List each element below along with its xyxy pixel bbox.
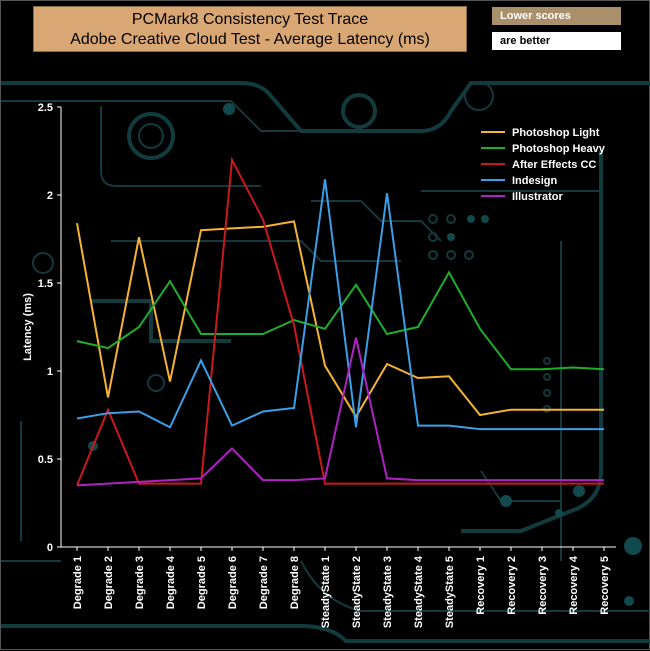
legend-label: Indesign (512, 175, 558, 187)
x-tick-label: SteadyState 3 (382, 556, 394, 628)
y-tick-label: 1.5 (38, 278, 53, 290)
y-tick-label: 0 (47, 542, 53, 554)
x-tick-label: SteadyState 4 (413, 555, 425, 628)
x-tick-label: Degrade 3 (134, 556, 146, 609)
x-tick-label: Recovery 5 (599, 556, 611, 615)
x-axis-ticks: Degrade 1 Degrade 2 Degrade 3 Degrade 4 Degr… (72, 547, 611, 628)
y-tick-label: 0.5 (38, 454, 53, 466)
series-line-illustrator (76, 337, 604, 487)
chart-title-line2: Adobe Creative Cloud Test - Average Late… (70, 31, 430, 48)
y-tick-label: 1 (47, 366, 53, 378)
x-tick-label: SteadyState 1 (320, 556, 332, 628)
circuit-background (1, 81, 650, 643)
axes (60, 107, 616, 548)
x-tick-label: SteadyState 5 (444, 556, 456, 628)
x-tick-label: Degrade 5 (196, 556, 208, 609)
series-lines (76, 156, 605, 487)
x-tick-label: Degrade 1 (72, 556, 84, 609)
y-axis-title: Latency (ms) (22, 293, 34, 361)
series-line-after-effects-cc (76, 156, 604, 486)
chart-title-box: PCMark8 Consistency Test Trace Adobe Cre… (33, 6, 467, 52)
x-tick-label: Recovery 4 (568, 555, 580, 615)
x-tick-label: Degrade 7 (258, 556, 270, 609)
x-tick-label: Recovery 1 (475, 556, 487, 615)
x-tick-label: Recovery 2 (506, 556, 518, 615)
legend-label: Photoshop Light (512, 127, 600, 139)
x-tick-label: SteadyState 2 (351, 556, 363, 628)
x-tick-label: Degrade 8 (289, 556, 301, 609)
legend-label: Photoshop Heavy (512, 143, 606, 155)
y-tick-label: 2.5 (38, 102, 53, 114)
legend-label: Illustrator (512, 191, 563, 203)
are-better-note: are better (492, 32, 621, 50)
y-axis-ticks: 0 0.5 1 1.5 2 2.5 (38, 102, 61, 554)
y-tick-label: 2 (47, 190, 53, 202)
x-tick-label: Recovery 3 (537, 556, 549, 615)
x-tick-label: Degrade 4 (165, 555, 177, 609)
series-line-indesign (76, 179, 604, 431)
x-tick-label: Degrade 2 (103, 556, 115, 609)
x-tick-label: Degrade 6 (227, 556, 239, 609)
lower-scores-note: Lower scores (492, 7, 621, 25)
legend-label: After Effects CC (512, 159, 596, 171)
legend: Photoshop Light Photoshop Heavy After Eff… (481, 127, 606, 203)
chart-title-line1: PCMark8 Consistency Test Trace (131, 11, 369, 28)
series-line-photoshop-light (76, 220, 604, 419)
